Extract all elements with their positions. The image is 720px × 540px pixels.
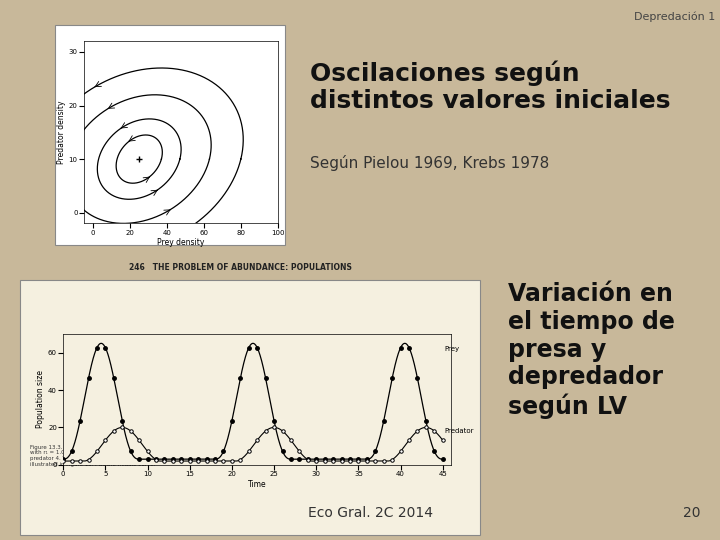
Text: 246   THE PROBLEM OF ABUNDANCE: POPULATIONS: 246 THE PROBLEM OF ABUNDANCE: POPULATION… — [129, 263, 351, 272]
Text: Oscilaciones según
distintos valores iniciales: Oscilaciones según distintos valores ini… — [310, 60, 670, 113]
Text: Depredación 1: Depredación 1 — [634, 12, 715, 23]
Text: Prey: Prey — [444, 346, 459, 352]
Y-axis label: Predator density: Predator density — [57, 100, 66, 164]
Text: Figure 13.3.  Classical predator–prey cycles predicted by the Lotka–Volterra equ: Figure 13.3. Classical predator–prey cyc… — [30, 444, 266, 467]
Text: Variación en
el tiempo de
presa y
depredador
según LV: Variación en el tiempo de presa y depred… — [508, 282, 675, 419]
Y-axis label: Population size: Population size — [36, 370, 45, 428]
X-axis label: Time: Time — [248, 480, 266, 489]
X-axis label: Prey density: Prey density — [157, 239, 204, 247]
Text: Eco Gral. 2C 2014: Eco Gral. 2C 2014 — [307, 506, 433, 520]
Text: 20: 20 — [683, 506, 700, 520]
Text: Predator: Predator — [444, 428, 474, 434]
Text: Según Pielou 1969, Krebs 1978: Según Pielou 1969, Krebs 1978 — [310, 155, 549, 171]
